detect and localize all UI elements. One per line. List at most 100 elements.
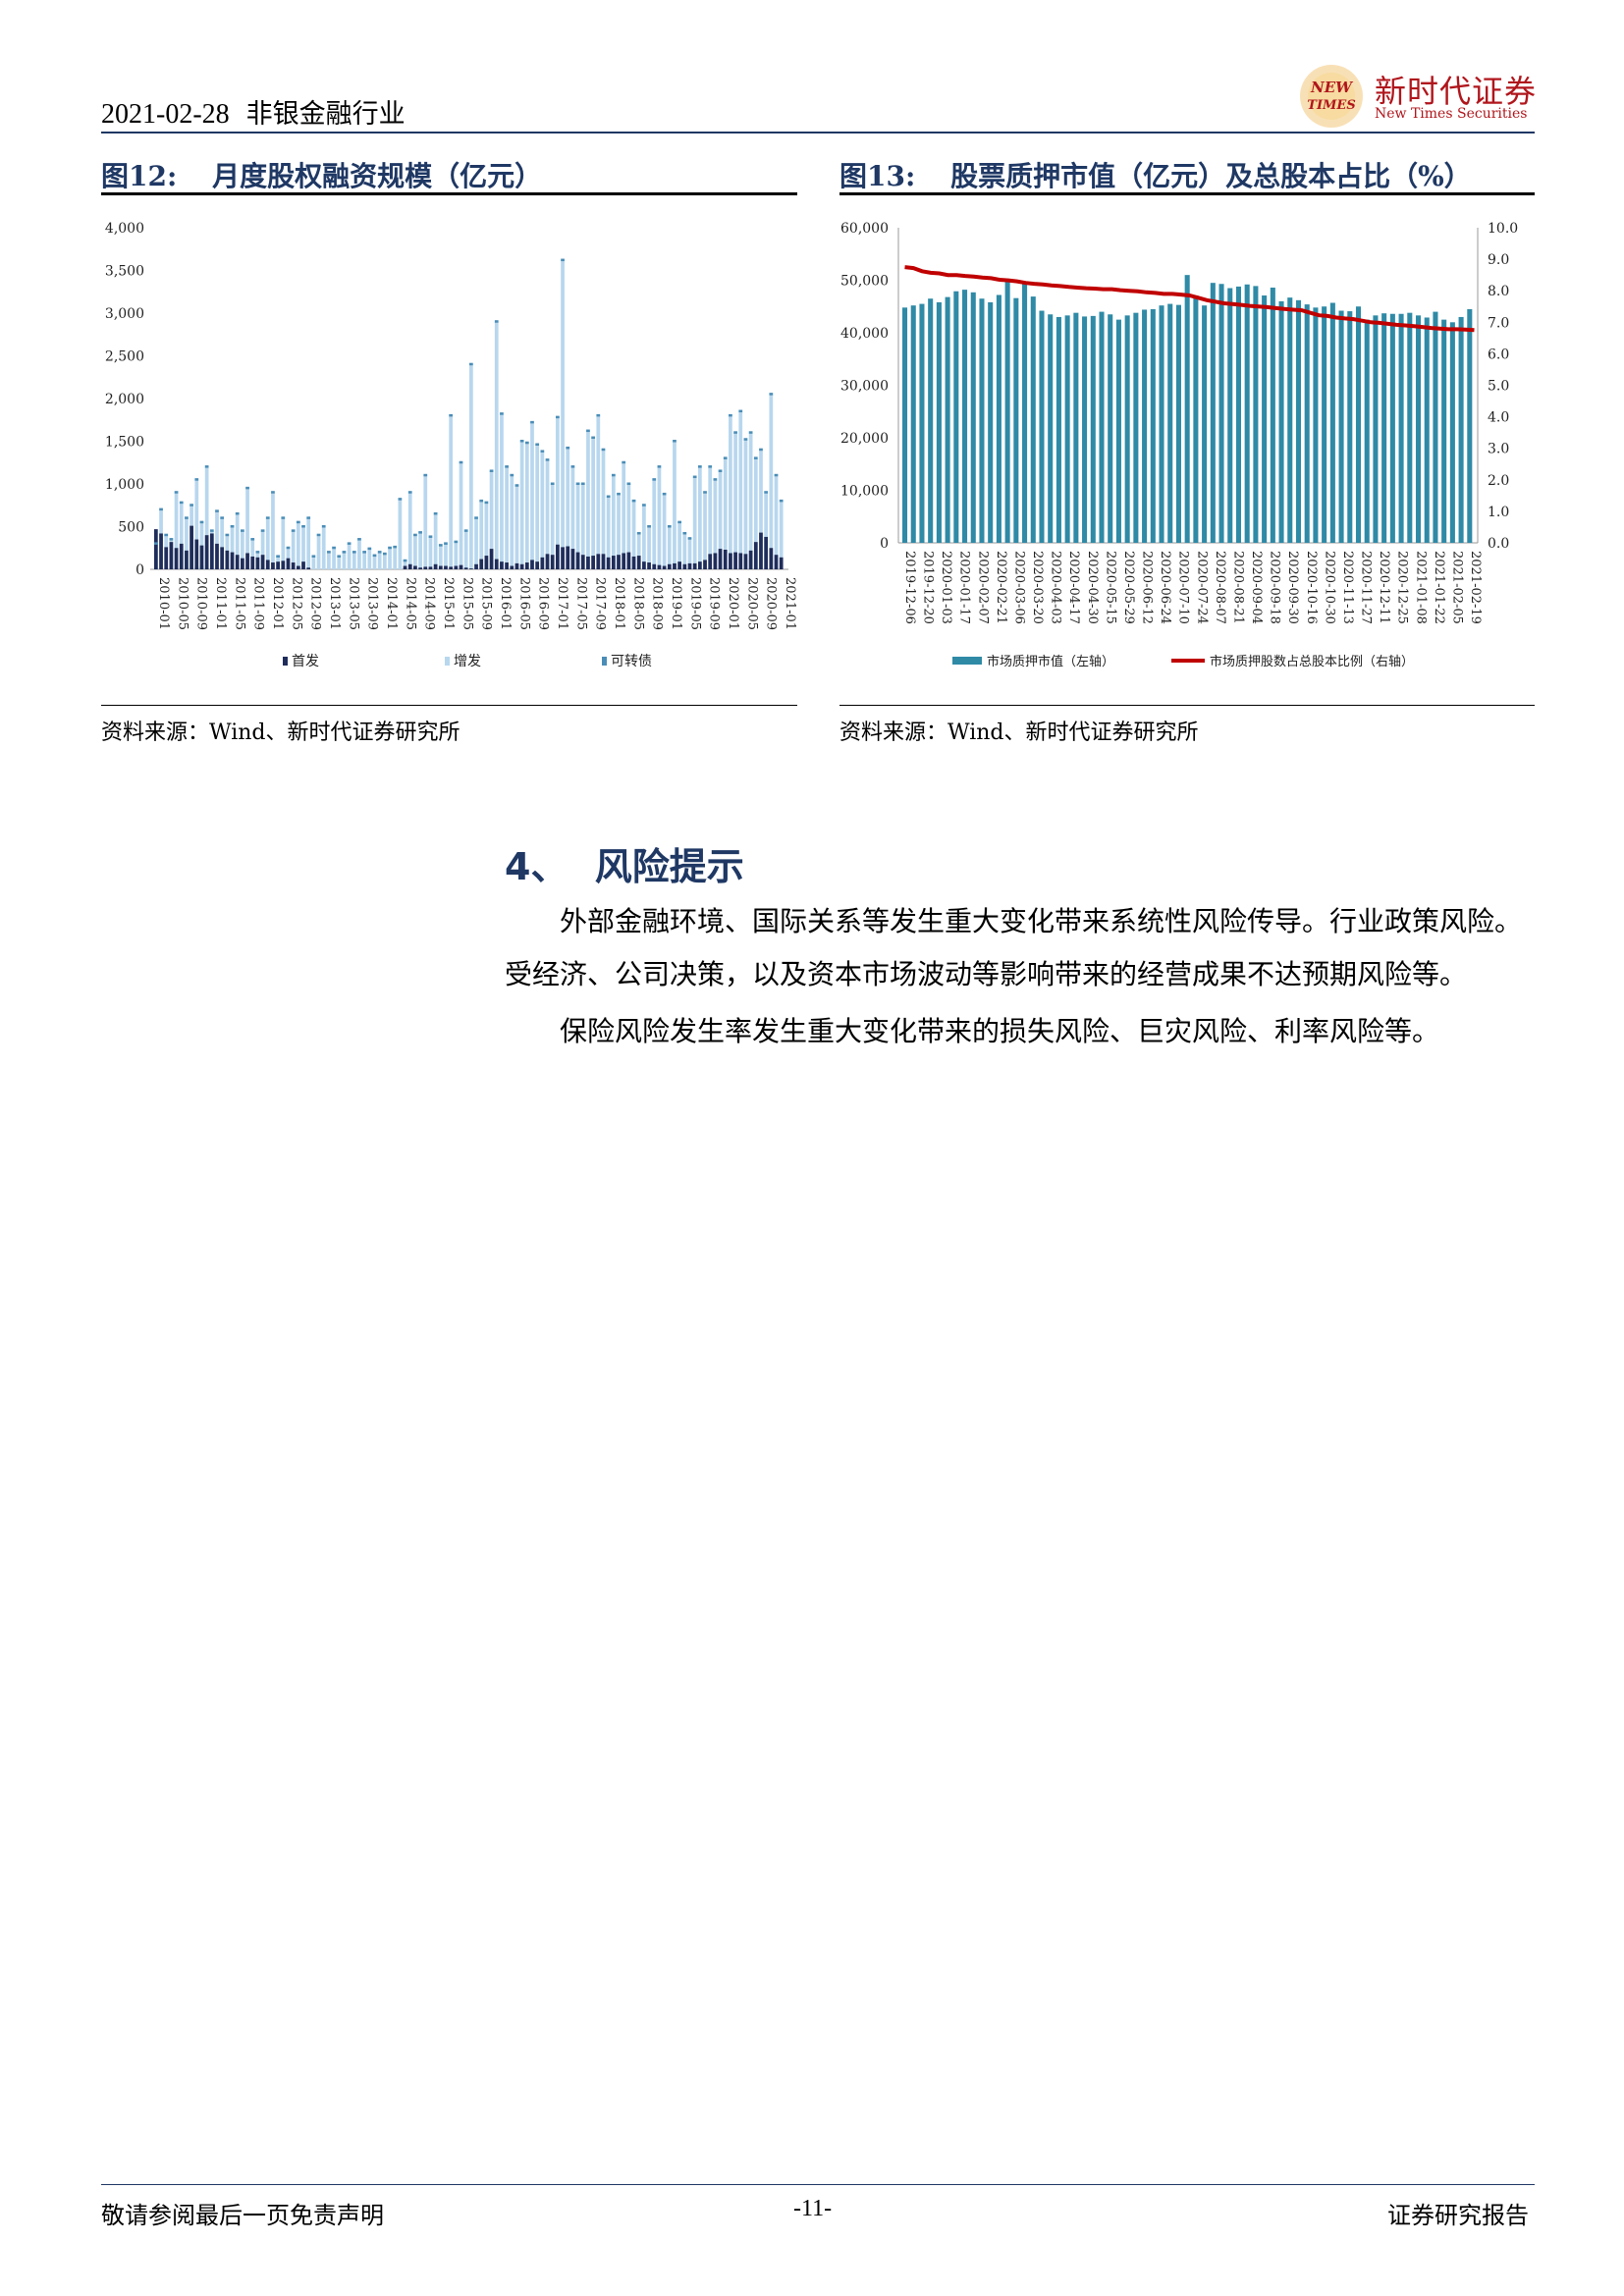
x-tick-label: 2020-08-07	[1213, 551, 1227, 624]
bar-seo	[179, 503, 184, 569]
bar-seo-cap	[494, 320, 499, 323]
x-tick-label: 2020-09-30	[1285, 551, 1300, 624]
bar-seo	[241, 530, 244, 569]
bar-ipo	[281, 561, 286, 569]
bar-seo-cap	[438, 544, 443, 547]
bar-seo-cap	[347, 542, 352, 545]
bar-pledge-value	[1108, 314, 1113, 543]
x-tick-label: 2019-12-06	[902, 551, 917, 624]
bar-ipo	[459, 564, 463, 569]
x-tick-label: 2015-09	[479, 577, 494, 630]
bar-seo	[596, 415, 601, 569]
x-tick-label: 2020-09-04	[1249, 551, 1264, 624]
bar-seo	[235, 513, 240, 569]
y-right-tick-label: 3.0	[1488, 442, 1509, 457]
bar-seo-cap	[352, 551, 356, 554]
y-right-tick-label: 0.0	[1488, 536, 1509, 552]
header-industry: 非银金融行业	[245, 99, 406, 130]
bar-seo-cap	[769, 393, 774, 396]
bar-seo	[703, 492, 707, 569]
bar-ipo	[759, 532, 763, 569]
x-tick-label: 2013-01	[327, 577, 342, 630]
bar-seo	[738, 411, 743, 569]
bar-seo	[622, 462, 626, 569]
bar-seo-cap	[673, 440, 677, 443]
bar-seo-cap	[185, 516, 189, 519]
bar-ipo	[276, 561, 280, 569]
bar-seo-cap	[510, 473, 514, 477]
bar-ipo	[479, 559, 484, 569]
bar-seo	[428, 536, 433, 569]
x-tick-label: 2020-07-24	[1194, 551, 1209, 624]
bar-seo	[606, 497, 611, 569]
bar-seo	[321, 526, 326, 569]
x-tick-label: 2014-09	[422, 577, 437, 630]
bar-seo	[505, 466, 509, 569]
bar-seo	[311, 556, 316, 569]
x-tick-label: 2020-04-03	[1049, 551, 1063, 624]
legend-swatch-bar	[952, 657, 982, 665]
bar-seo	[474, 517, 478, 569]
bar-seo	[718, 470, 723, 569]
bar-seo	[382, 554, 387, 569]
bar-ipo	[189, 525, 193, 569]
bar-pledge-value	[1235, 286, 1241, 543]
bar-ipo	[296, 565, 300, 569]
y-left-tick-label: 50,000	[840, 274, 889, 290]
bar-pledge-value	[1218, 284, 1224, 543]
bar-ipo	[753, 542, 758, 569]
bar-ipo	[769, 548, 774, 569]
bar-ipo	[407, 563, 412, 569]
bar-seo-cap	[199, 520, 204, 524]
bar-seo	[484, 503, 489, 569]
bar-seo-cap	[459, 460, 463, 464]
bar-seo	[713, 479, 718, 569]
bar-seo-cap	[276, 555, 280, 558]
figure-13-caption: 股票质押市值（亿元）及总股本占比（%）	[950, 160, 1472, 192]
bar-ipo	[286, 558, 291, 569]
bar-seo-cap	[225, 533, 230, 537]
bar-seo-cap	[286, 546, 291, 550]
bar-seo	[545, 459, 550, 569]
bar-pledge-value	[1202, 305, 1208, 543]
bar-ipo	[764, 536, 769, 569]
bar-seo-cap	[382, 552, 387, 556]
bar-ipo	[652, 563, 657, 569]
bar-seo	[729, 415, 732, 569]
bar-seo	[403, 561, 407, 569]
bar-seo-cap	[662, 492, 667, 496]
x-tick-label: 2020-05-29	[1121, 551, 1136, 624]
y-left-tick-label: 40,000	[840, 326, 889, 342]
bar-ipo	[199, 545, 204, 569]
bar-seo-cap	[774, 473, 779, 477]
bar-ipo	[636, 556, 641, 569]
bar-seo-cap	[301, 525, 305, 528]
bar-ipo	[510, 565, 514, 569]
bar-seo-cap	[530, 420, 534, 424]
bar-seo-cap	[622, 460, 626, 464]
bar-ipo	[204, 535, 209, 569]
bar-seo-cap	[580, 482, 585, 485]
bar-ipo	[673, 562, 677, 569]
bar-pledge-value	[1064, 315, 1070, 543]
y-tick-label: 3,500	[105, 264, 144, 280]
bar-seo	[418, 532, 422, 569]
bar-seo	[636, 533, 641, 569]
bar-ipo	[418, 567, 422, 569]
bar-seo	[296, 522, 300, 569]
bar-seo-cap	[697, 465, 702, 468]
bar-seo-cap	[357, 538, 361, 541]
bar-ipo	[505, 562, 509, 569]
bar-ipo	[230, 552, 235, 569]
bar-seo-cap	[617, 492, 621, 496]
bar-ipo	[438, 565, 443, 569]
bar-pledge-value	[970, 292, 976, 543]
x-tick-label: 2012-05	[289, 577, 303, 630]
bar-ipo	[601, 554, 606, 569]
bar-seo-cap	[332, 546, 336, 550]
x-tick-label: 2021-01-22	[1432, 551, 1446, 624]
bar-seo-cap	[703, 491, 707, 494]
bar-seo-cap	[463, 529, 468, 532]
bar-seo-cap	[327, 551, 331, 554]
bar-seo-cap	[626, 482, 631, 485]
